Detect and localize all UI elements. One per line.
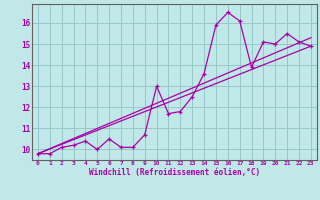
X-axis label: Windchill (Refroidissement éolien,°C): Windchill (Refroidissement éolien,°C): [89, 168, 260, 177]
